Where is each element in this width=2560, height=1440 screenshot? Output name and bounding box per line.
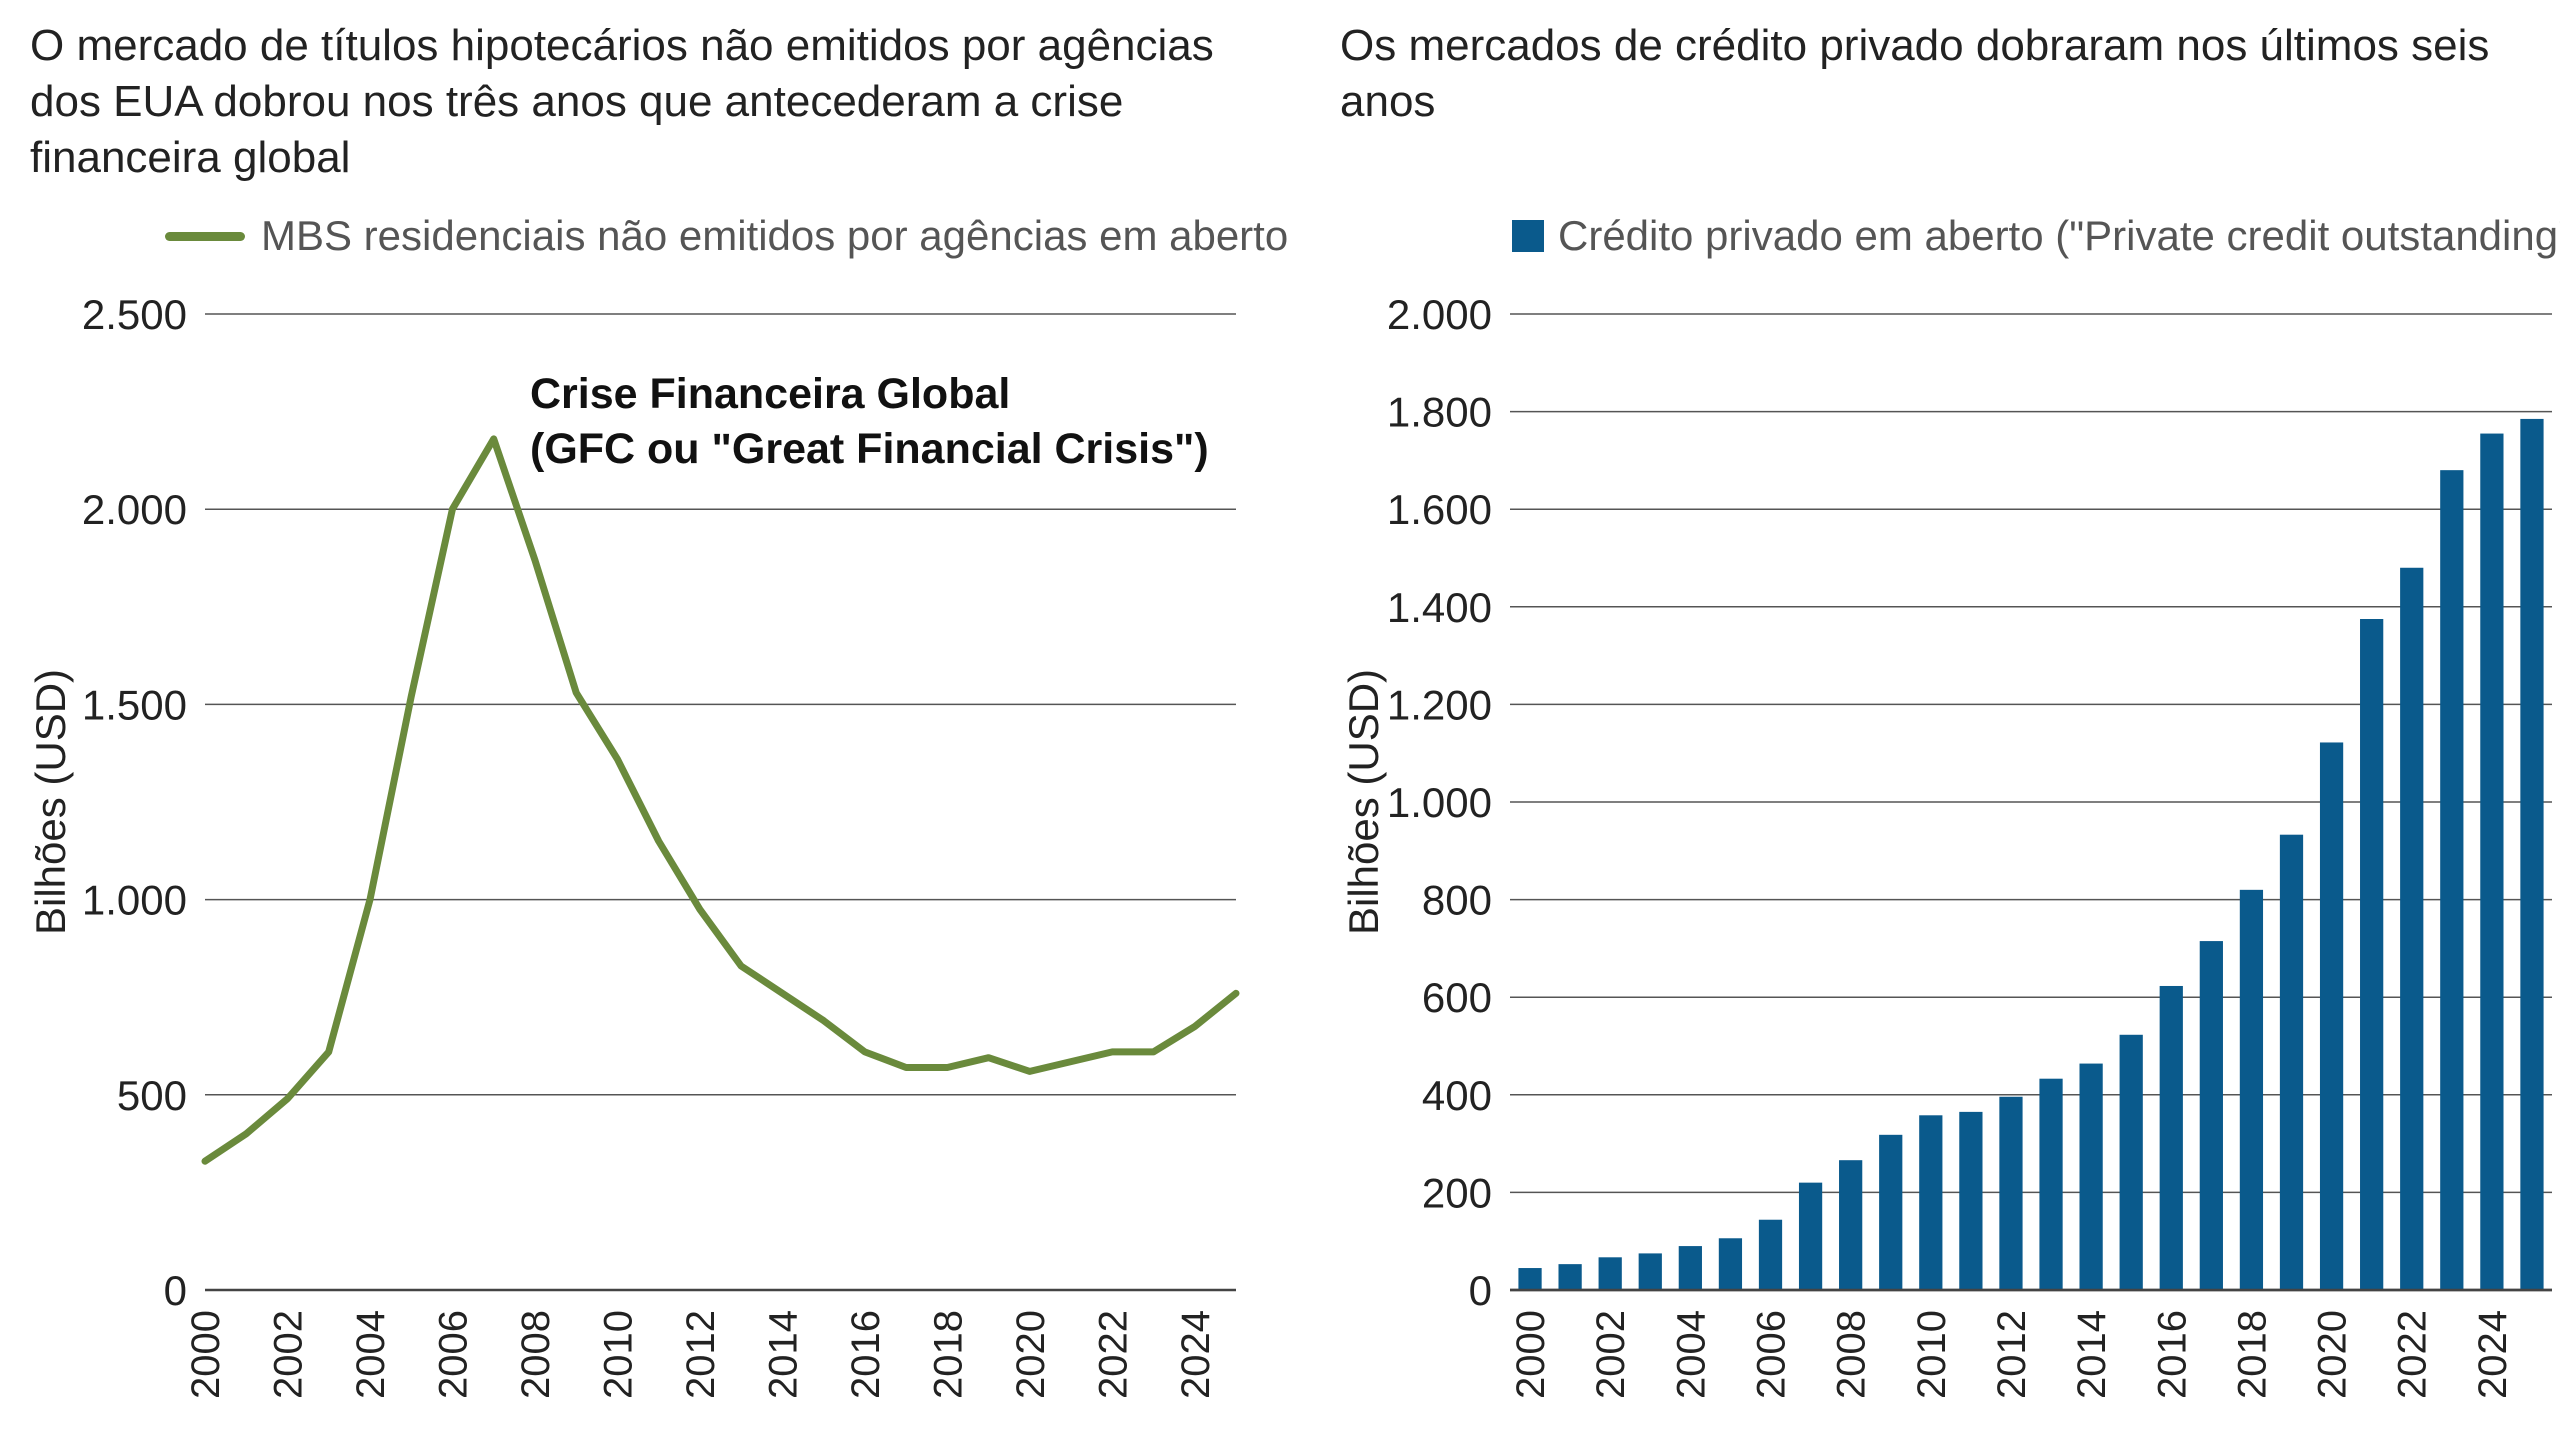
bar: [2400, 567, 2424, 1290]
bar: [1999, 1096, 2023, 1290]
bar: [2159, 985, 2183, 1290]
y-tick-label: 1.000: [1387, 779, 1492, 826]
right-bar-chart: 0 200 400 600 800 1.000 1.200 1.400 1.600 1.800 2.…: [1340, 291, 2552, 1399]
bar: [2360, 619, 2384, 1290]
y-tick-label: 800: [1422, 877, 1492, 924]
right-legend-label: Crédito privado em aberto ("Private cred…: [1558, 212, 2560, 259]
bar: [2199, 941, 2223, 1290]
x-tick-label: 2006: [1750, 1310, 1794, 1399]
x-tick-label: 2002: [266, 1310, 310, 1399]
bar: [2079, 1063, 2103, 1290]
y-tick-label: 400: [1422, 1072, 1492, 1119]
bar: [1558, 1264, 1582, 1290]
x-tick-label: 2020: [2311, 1310, 2355, 1399]
y-tick-label: 200: [1422, 1169, 1492, 1216]
y-tick-label: 1.800: [1387, 389, 1492, 436]
x-tick-label: 2012: [1990, 1310, 2034, 1399]
x-tick-label: 2018: [2230, 1310, 2274, 1399]
bar: [2119, 1034, 2143, 1290]
y-tick-label: 600: [1422, 974, 1492, 1021]
x-tick-label: 2004: [1669, 1310, 1713, 1399]
left-chart-title: O mercado de títulos hipotecários não em…: [30, 21, 1214, 182]
bar: [1919, 1115, 1943, 1290]
bar: [2039, 1078, 2063, 1290]
y-tick-label: 1.500: [82, 681, 187, 728]
bar: [1959, 1111, 1983, 1290]
bar: [1839, 1160, 1863, 1290]
right-chart-title: Os mercados de crédito privado dobraram …: [1340, 21, 2490, 126]
gfc-annotation-line1: Crise Financeira Global: [530, 370, 1010, 418]
y-axis-label: Bilhões (USD): [1340, 669, 1387, 935]
x-tick-label: 2004: [349, 1310, 393, 1399]
y-tick-label: 1.600: [1387, 486, 1492, 533]
right-legend: Crédito privado em aberto ("Private cred…: [1512, 212, 2560, 260]
bar: [1638, 1253, 1662, 1290]
y-tick-label: 2.500: [82, 291, 187, 338]
y-tick-label: 1.000: [82, 877, 187, 924]
left-line-chart: 0 500 1.000 1.500 2.000 2.500 2000 2002 2004 2006…: [27, 291, 1240, 1399]
bar: [2480, 433, 2504, 1290]
left-chart-panel: O mercado de títulos hipotecários não em…: [27, 21, 1288, 1399]
x-tick-label: 2008: [514, 1310, 558, 1399]
bar: [1518, 1268, 1542, 1290]
bar: [2239, 889, 2264, 1290]
x-tick-label: 2022: [2391, 1310, 2435, 1399]
bar: [1798, 1182, 1823, 1290]
x-tick-label: 2006: [431, 1310, 475, 1399]
x-tick-label: 2010: [596, 1310, 640, 1399]
x-tick-label: 2020: [1009, 1310, 1053, 1399]
x-tick-label: 2008: [1830, 1310, 1874, 1399]
x-tick-label: 2000: [184, 1310, 228, 1399]
x-tick-label: 2010: [1910, 1310, 1954, 1399]
y-tick-label: 500: [117, 1072, 187, 1119]
bar: [1678, 1246, 1702, 1290]
x-tick-label: 2022: [1091, 1310, 1135, 1399]
left-legend-label: MBS residenciais não emitidos por agênci…: [261, 212, 1289, 259]
x-tick-label: 2000: [1509, 1310, 1553, 1399]
x-tick-label: 2024: [1174, 1310, 1218, 1399]
bar: [2520, 418, 2544, 1290]
y-axis-label: Bilhões (USD): [27, 669, 74, 935]
series-line: [201, 435, 1240, 1165]
x-tick-label: 2016: [2150, 1310, 2194, 1399]
left-legend: MBS residenciais não emitidos por agênci…: [165, 212, 1288, 260]
x-tick-label: 2014: [761, 1310, 805, 1399]
y-tick-label: 0: [164, 1267, 187, 1314]
bar: [1598, 1257, 1622, 1290]
legend-line-swatch: [165, 231, 245, 241]
y-tick-label: 0: [1469, 1267, 1492, 1314]
bar: [1879, 1134, 1903, 1290]
y-tick-label: 2.000: [82, 486, 187, 533]
x-tick-label: 2018: [926, 1310, 970, 1399]
legend-bar-swatch: [1512, 220, 1544, 252]
x-tick-label: 2014: [2070, 1310, 2114, 1399]
x-tick-label: 2016: [844, 1310, 888, 1399]
y-tick-label: 1.200: [1387, 681, 1492, 728]
x-tick-label: 2002: [1589, 1310, 1633, 1399]
gfc-annotation-line2: (GFC ou "Great Financial Crisis"): [530, 425, 1209, 473]
bar: [2279, 834, 2304, 1290]
right-chart-panel: Os mercados de crédito privado dobraram …: [1320, 0, 2560, 1440]
bar: [1758, 1219, 1783, 1290]
bar: [2440, 470, 2464, 1290]
bar: [2319, 742, 2344, 1290]
x-tick-label: 2012: [679, 1310, 723, 1399]
y-tick-label: 2.000: [1387, 291, 1492, 338]
x-tick-label: 2024: [2471, 1310, 2515, 1399]
bar: [1718, 1238, 1743, 1290]
y-tick-label: 1.400: [1387, 584, 1492, 631]
